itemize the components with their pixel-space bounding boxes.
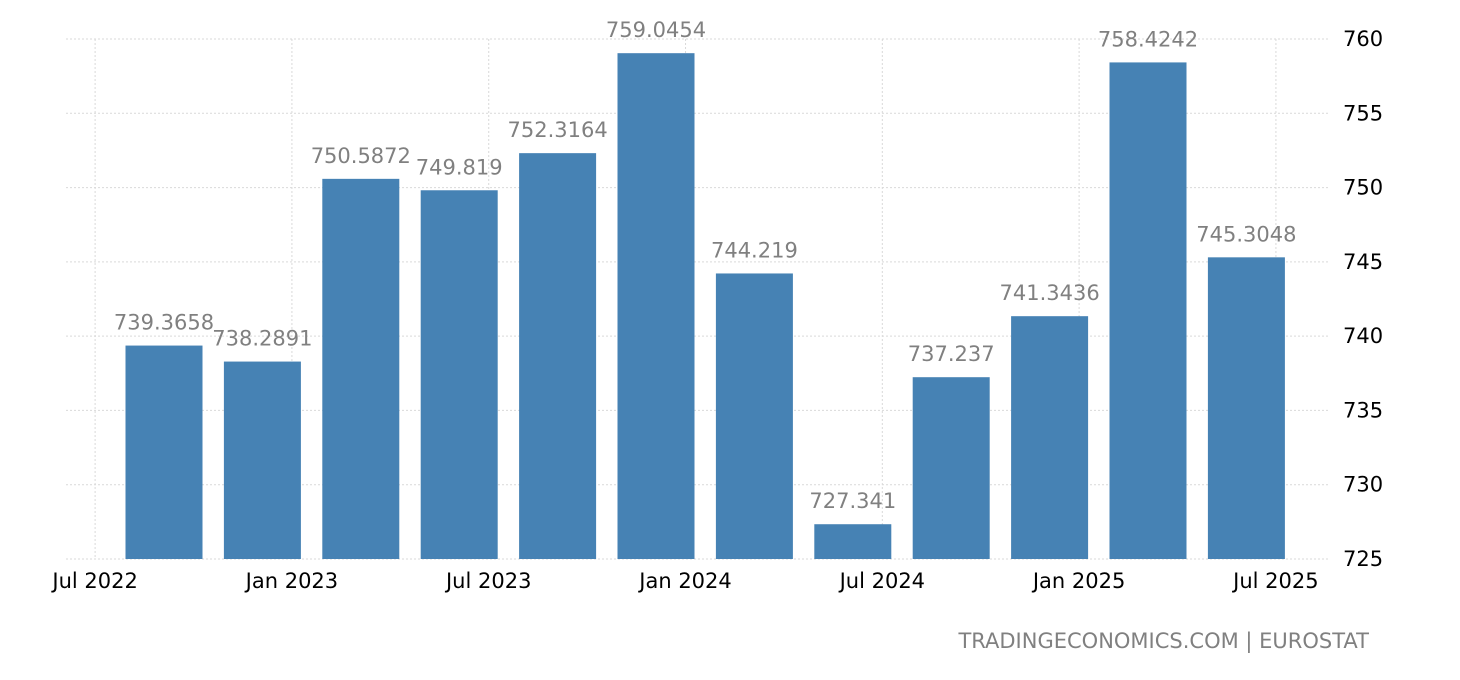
- source-credit: TRADINGECONOMICS.COM | EUROSTAT: [958, 629, 1369, 653]
- bar: [223, 361, 301, 559]
- bar: [322, 178, 400, 559]
- x-tick-label: Jul 2023: [444, 569, 531, 593]
- bar: [420, 190, 498, 560]
- bar: [1109, 62, 1187, 559]
- data-label: 741.3436: [999, 281, 1099, 305]
- data-label: 745.3048: [1196, 222, 1296, 246]
- data-label: 758.4242: [1098, 27, 1198, 51]
- bar: [715, 273, 793, 559]
- x-tick-label: Jul 2024: [838, 569, 925, 593]
- data-label: 752.3164: [507, 118, 607, 142]
- bar: [125, 345, 203, 559]
- bar: [519, 153, 597, 559]
- y-tick-label: 735: [1343, 398, 1383, 422]
- x-axis: Jul 2022 Jan 2023 Jul 2023 Jan 2024 Jul 2024…: [50, 569, 1318, 593]
- y-tick-label: 760: [1343, 27, 1383, 51]
- data-label: 744.219: [711, 238, 798, 262]
- data-label: 739.3658: [114, 311, 214, 335]
- bar: [617, 53, 695, 560]
- y-axis: 725 730 735 740 745 750 755 760: [1343, 27, 1383, 571]
- y-tick-label: 755: [1343, 101, 1383, 125]
- bar: [912, 377, 990, 559]
- data-label: 749.819: [416, 155, 503, 179]
- y-tick-label: 725: [1343, 547, 1383, 571]
- x-tick-label: Jul 2025: [1231, 569, 1318, 593]
- y-tick-label: 730: [1343, 473, 1383, 497]
- x-tick-label: Jul 2022: [50, 569, 137, 593]
- x-tick-label: Jan 2024: [637, 569, 732, 593]
- bar: [1207, 257, 1285, 559]
- x-tick-label: Jan 2025: [1031, 569, 1126, 593]
- x-tick-label: Jan 2023: [244, 569, 339, 593]
- bar: [814, 524, 892, 559]
- bars: [125, 53, 1285, 560]
- data-label: 738.2891: [212, 327, 312, 351]
- data-label: 759.0454: [606, 18, 706, 42]
- y-tick-label: 745: [1343, 250, 1383, 274]
- y-tick-label: 750: [1343, 176, 1383, 200]
- y-tick-label: 740: [1343, 324, 1383, 348]
- data-label: 750.5872: [311, 144, 411, 168]
- bar: [1011, 316, 1089, 559]
- data-label: 727.341: [809, 489, 896, 513]
- data-label: 737.237: [908, 342, 995, 366]
